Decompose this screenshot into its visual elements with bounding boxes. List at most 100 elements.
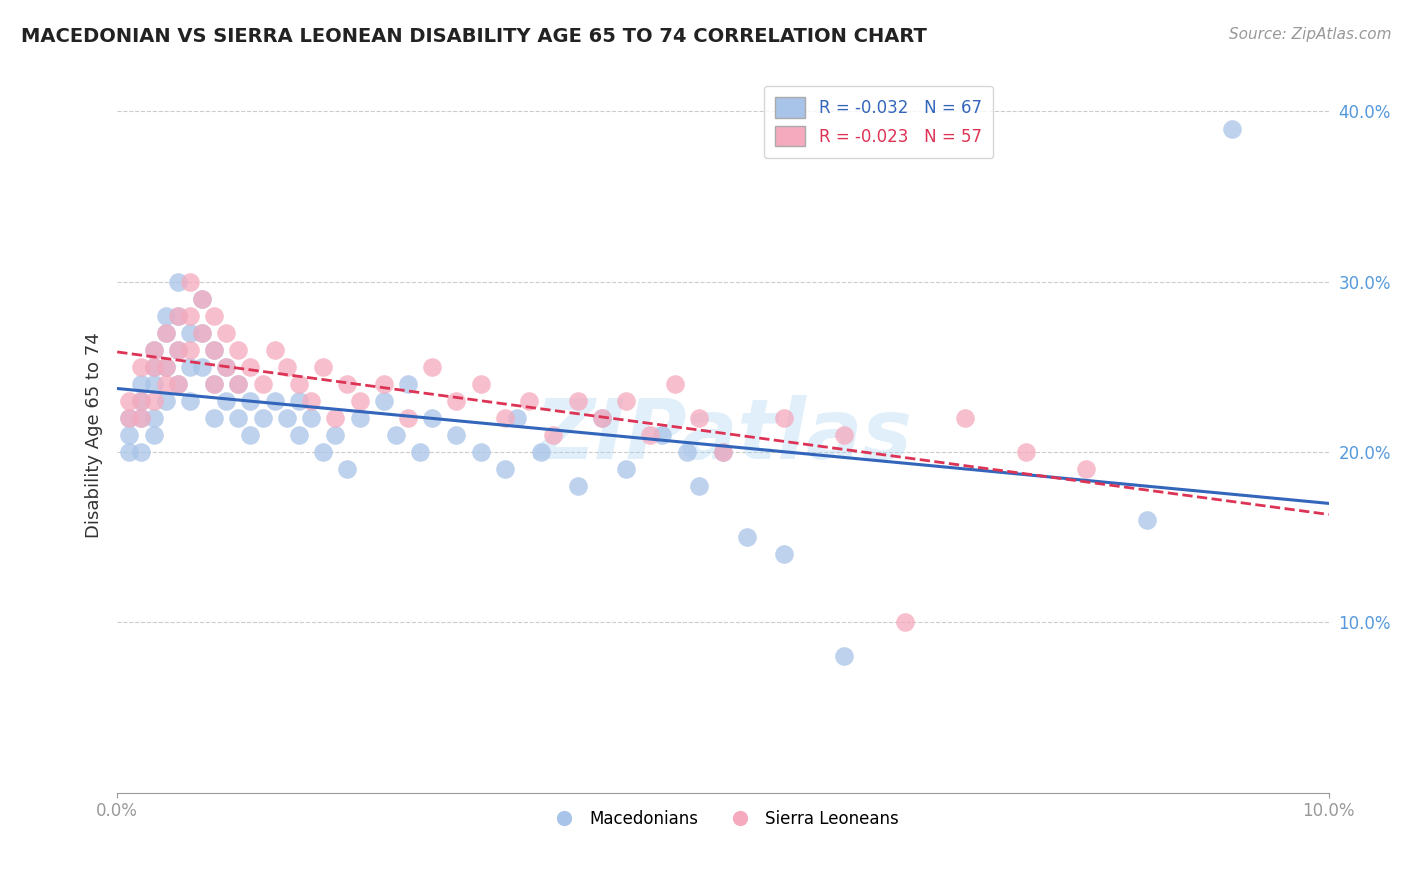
Point [1015,445,1038,459]
Point [373,394,395,409]
Point [155,309,177,323]
Text: MACEDONIAN VS SIERRA LEONEAN DISABILITY AGE 65 TO 74 CORRELATION CHART: MACEDONIAN VS SIERRA LEONEAN DISABILITY … [21,27,927,45]
Point [239,428,262,442]
Point [179,394,201,409]
Point [832,428,855,442]
Point [202,376,225,391]
Point [118,394,141,409]
Point [142,343,165,357]
Point [675,445,697,459]
Point [202,376,225,391]
Point [409,445,432,459]
Point [772,547,794,561]
Point [591,411,613,425]
Point [155,359,177,374]
Point [228,411,250,425]
Point [446,428,468,442]
Point [893,615,915,630]
Point [118,428,141,442]
Point [640,428,662,442]
Point [191,292,214,306]
Point [142,359,165,374]
Point [1076,462,1098,476]
Point [1220,121,1243,136]
Point [276,411,298,425]
Point [420,359,443,374]
Legend: Macedonians, Sierra Leoneans: Macedonians, Sierra Leoneans [541,803,905,834]
Point [349,411,371,425]
Point [252,411,274,425]
Point [131,376,153,391]
Point [191,292,214,306]
Point [494,462,516,476]
Point [614,462,637,476]
Point [420,411,443,425]
Point [288,376,311,391]
Text: Source: ZipAtlas.com: Source: ZipAtlas.com [1229,27,1392,42]
Point [131,445,153,459]
Point [191,326,214,340]
Point [166,343,188,357]
Point [470,376,492,391]
Point [155,359,177,374]
Point [614,394,637,409]
Point [567,479,589,493]
Point [832,649,855,664]
Point [131,411,153,425]
Point [228,376,250,391]
Point [396,411,419,425]
Point [155,326,177,340]
Point [711,445,734,459]
Point [202,411,225,425]
Point [336,376,359,391]
Point [312,445,335,459]
Point [323,428,346,442]
Point [142,359,165,374]
Point [299,394,322,409]
Point [228,343,250,357]
Point [263,394,285,409]
Point [494,411,516,425]
Point [323,411,346,425]
Point [517,394,540,409]
Point [202,343,225,357]
Text: ZIPatlas: ZIPatlas [534,394,912,475]
Point [312,359,335,374]
Point [470,445,492,459]
Point [385,428,408,442]
Point [349,394,371,409]
Point [215,326,238,340]
Point [530,445,553,459]
Point [166,376,188,391]
Point [396,376,419,391]
Point [735,530,758,544]
Point [166,343,188,357]
Point [688,479,710,493]
Point [191,359,214,374]
Point [179,326,201,340]
Point [772,411,794,425]
Point [276,359,298,374]
Point [664,376,686,391]
Point [131,359,153,374]
Point [179,359,201,374]
Point [288,394,311,409]
Point [955,411,977,425]
Point [239,394,262,409]
Point [688,411,710,425]
Y-axis label: Disability Age 65 to 74: Disability Age 65 to 74 [86,332,103,538]
Point [288,428,311,442]
Point [142,428,165,442]
Point [543,428,565,442]
Point [228,376,250,391]
Point [263,343,285,357]
Point [166,275,188,289]
Point [239,359,262,374]
Point [142,411,165,425]
Point [179,343,201,357]
Point [142,343,165,357]
Point [215,394,238,409]
Point [155,394,177,409]
Point [215,359,238,374]
Point [142,376,165,391]
